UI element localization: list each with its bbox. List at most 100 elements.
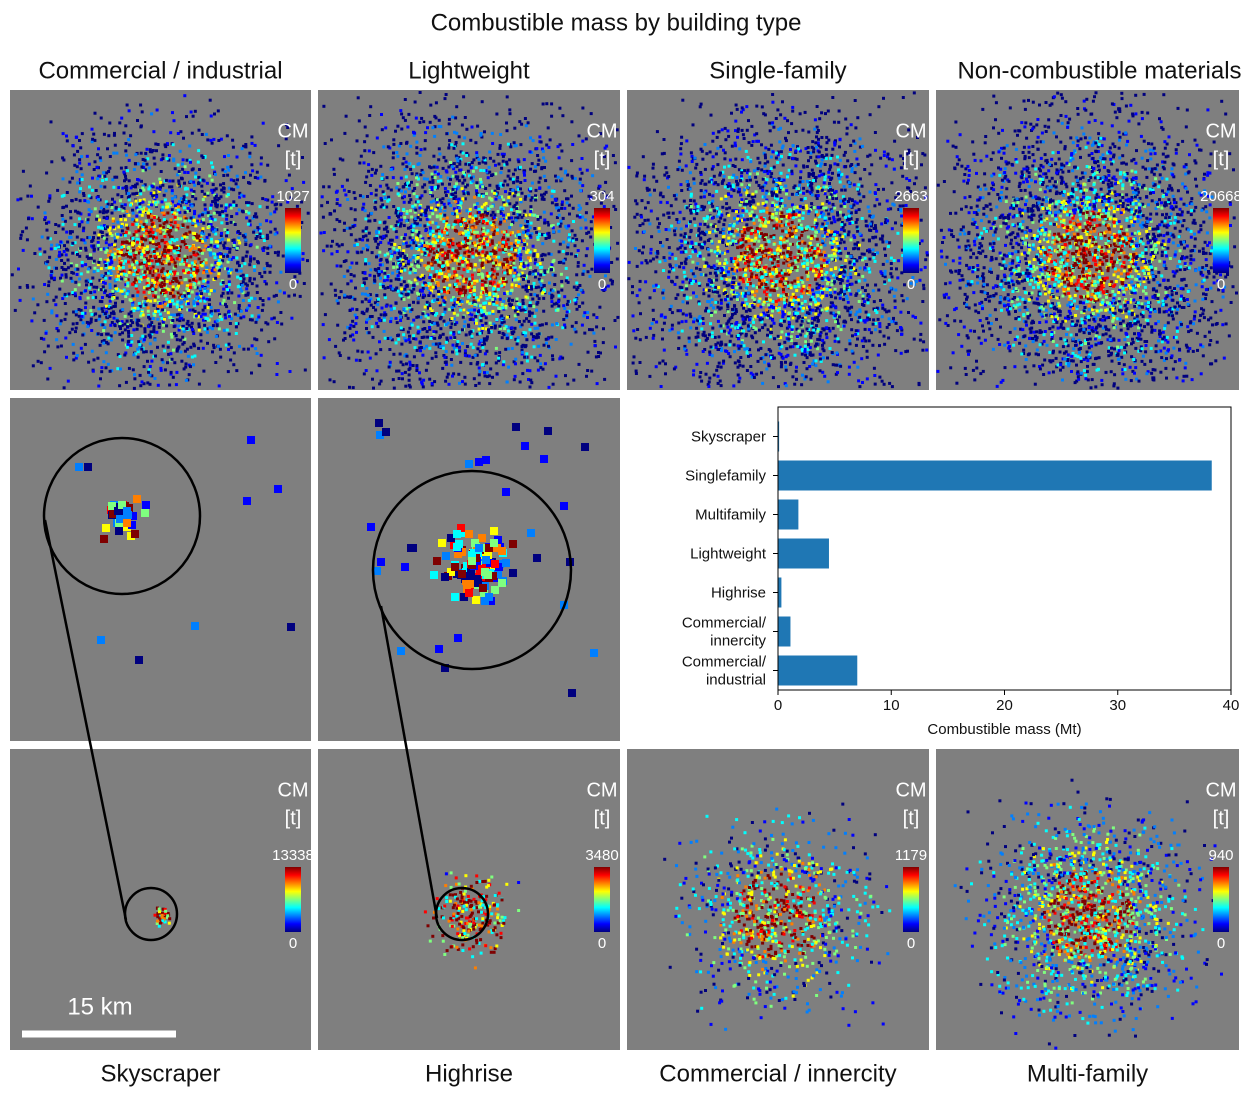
map-pixel — [530, 222, 533, 225]
map-pixel — [279, 271, 282, 274]
map-pixel — [395, 224, 398, 227]
map-pixel — [164, 294, 167, 297]
map-pixel — [210, 115, 213, 118]
map-pixel — [158, 326, 161, 329]
map-pixel — [472, 346, 475, 349]
map-pixel — [121, 331, 124, 334]
map-pixel — [242, 274, 245, 277]
map-pixel — [147, 279, 150, 282]
map-pixel — [439, 199, 442, 202]
map-pixel — [81, 178, 84, 181]
map-pixel — [371, 325, 374, 328]
map-pixel — [463, 136, 466, 139]
map-pixel — [445, 171, 448, 174]
map-pixel — [141, 110, 144, 113]
map-pixel — [163, 235, 166, 238]
map-pixel — [369, 357, 372, 360]
map-pixel — [131, 283, 134, 286]
map-pixel — [517, 216, 520, 219]
map-pixel — [179, 317, 182, 320]
map-pixel — [257, 261, 260, 264]
map-pixel — [202, 222, 205, 225]
map-pixel — [517, 193, 520, 196]
map-pixel — [96, 153, 99, 156]
map-pixel — [389, 337, 392, 340]
map-pixel — [81, 312, 84, 315]
map-pixel — [236, 178, 239, 181]
map-pixel — [560, 289, 563, 292]
map-pixel — [122, 254, 125, 257]
map-pixel — [144, 238, 147, 241]
map-pixel — [94, 112, 97, 115]
map-pixel — [206, 331, 209, 334]
map-pixel — [180, 305, 183, 308]
map-pixel — [521, 192, 524, 195]
map-pixel — [383, 330, 386, 333]
map-pixel — [599, 352, 602, 355]
map-pixel — [131, 294, 134, 297]
colorbar-label: CM — [277, 120, 308, 142]
map-pixel — [154, 377, 157, 380]
map-pixel — [221, 238, 224, 241]
map-pixel — [520, 123, 523, 126]
map-pixel — [186, 159, 189, 162]
map-pixel — [614, 161, 617, 164]
map-pixel — [97, 261, 100, 264]
map-pixel — [63, 262, 66, 265]
map-pixel — [586, 247, 589, 250]
map-pixel — [416, 282, 419, 285]
map-pixel — [248, 201, 251, 204]
map-pixel — [470, 263, 473, 266]
map-pixel — [495, 347, 498, 350]
map-pixel — [158, 178, 161, 181]
map-pixel — [455, 274, 458, 277]
map-pixel — [99, 156, 102, 159]
map-pixel — [559, 225, 562, 228]
map-pixel — [83, 194, 86, 197]
map-pixel — [565, 267, 568, 270]
map-pixel — [147, 371, 150, 374]
map-pixel — [398, 246, 401, 249]
map-pixel — [405, 219, 408, 222]
map-pixel — [156, 229, 159, 232]
map-pixel — [96, 177, 99, 180]
map-pixel — [591, 328, 594, 331]
map-pixel — [526, 369, 529, 372]
map-pixel — [204, 245, 207, 248]
map-pixel — [187, 292, 190, 295]
map-pixel — [463, 179, 466, 182]
map-pixel — [136, 290, 139, 293]
map-pixel — [490, 326, 493, 329]
map-pixel — [243, 262, 246, 265]
map-pixel — [395, 236, 398, 239]
map-pixel — [280, 323, 283, 326]
map-pixel — [415, 369, 418, 372]
map-pixel — [66, 191, 69, 194]
map-pixel — [437, 204, 440, 207]
map-pixel — [423, 244, 426, 247]
map-pixel — [263, 180, 266, 183]
map-pixel — [419, 378, 422, 381]
map-pixel — [241, 147, 244, 150]
map-pixel — [443, 320, 446, 323]
map-pixel — [266, 323, 269, 326]
map-pixel — [301, 258, 304, 261]
map-pixel — [176, 306, 179, 309]
map-pixel — [134, 200, 137, 203]
map-pixel — [187, 320, 190, 323]
map-pixel — [199, 277, 202, 280]
map-pixel — [84, 247, 87, 250]
map-pixel — [235, 325, 238, 328]
map-pixel — [389, 361, 392, 364]
map-pixel — [155, 195, 158, 198]
map-pixel — [116, 233, 119, 236]
map-pixel — [162, 212, 165, 215]
map-pixel — [492, 160, 495, 163]
map-pixel — [446, 232, 449, 235]
map-pixel — [374, 208, 377, 211]
map-pixel — [141, 187, 144, 190]
map-pixel — [166, 361, 169, 364]
map-pixel — [22, 170, 25, 173]
map-pixel — [226, 247, 229, 250]
map-pixel — [539, 177, 542, 180]
